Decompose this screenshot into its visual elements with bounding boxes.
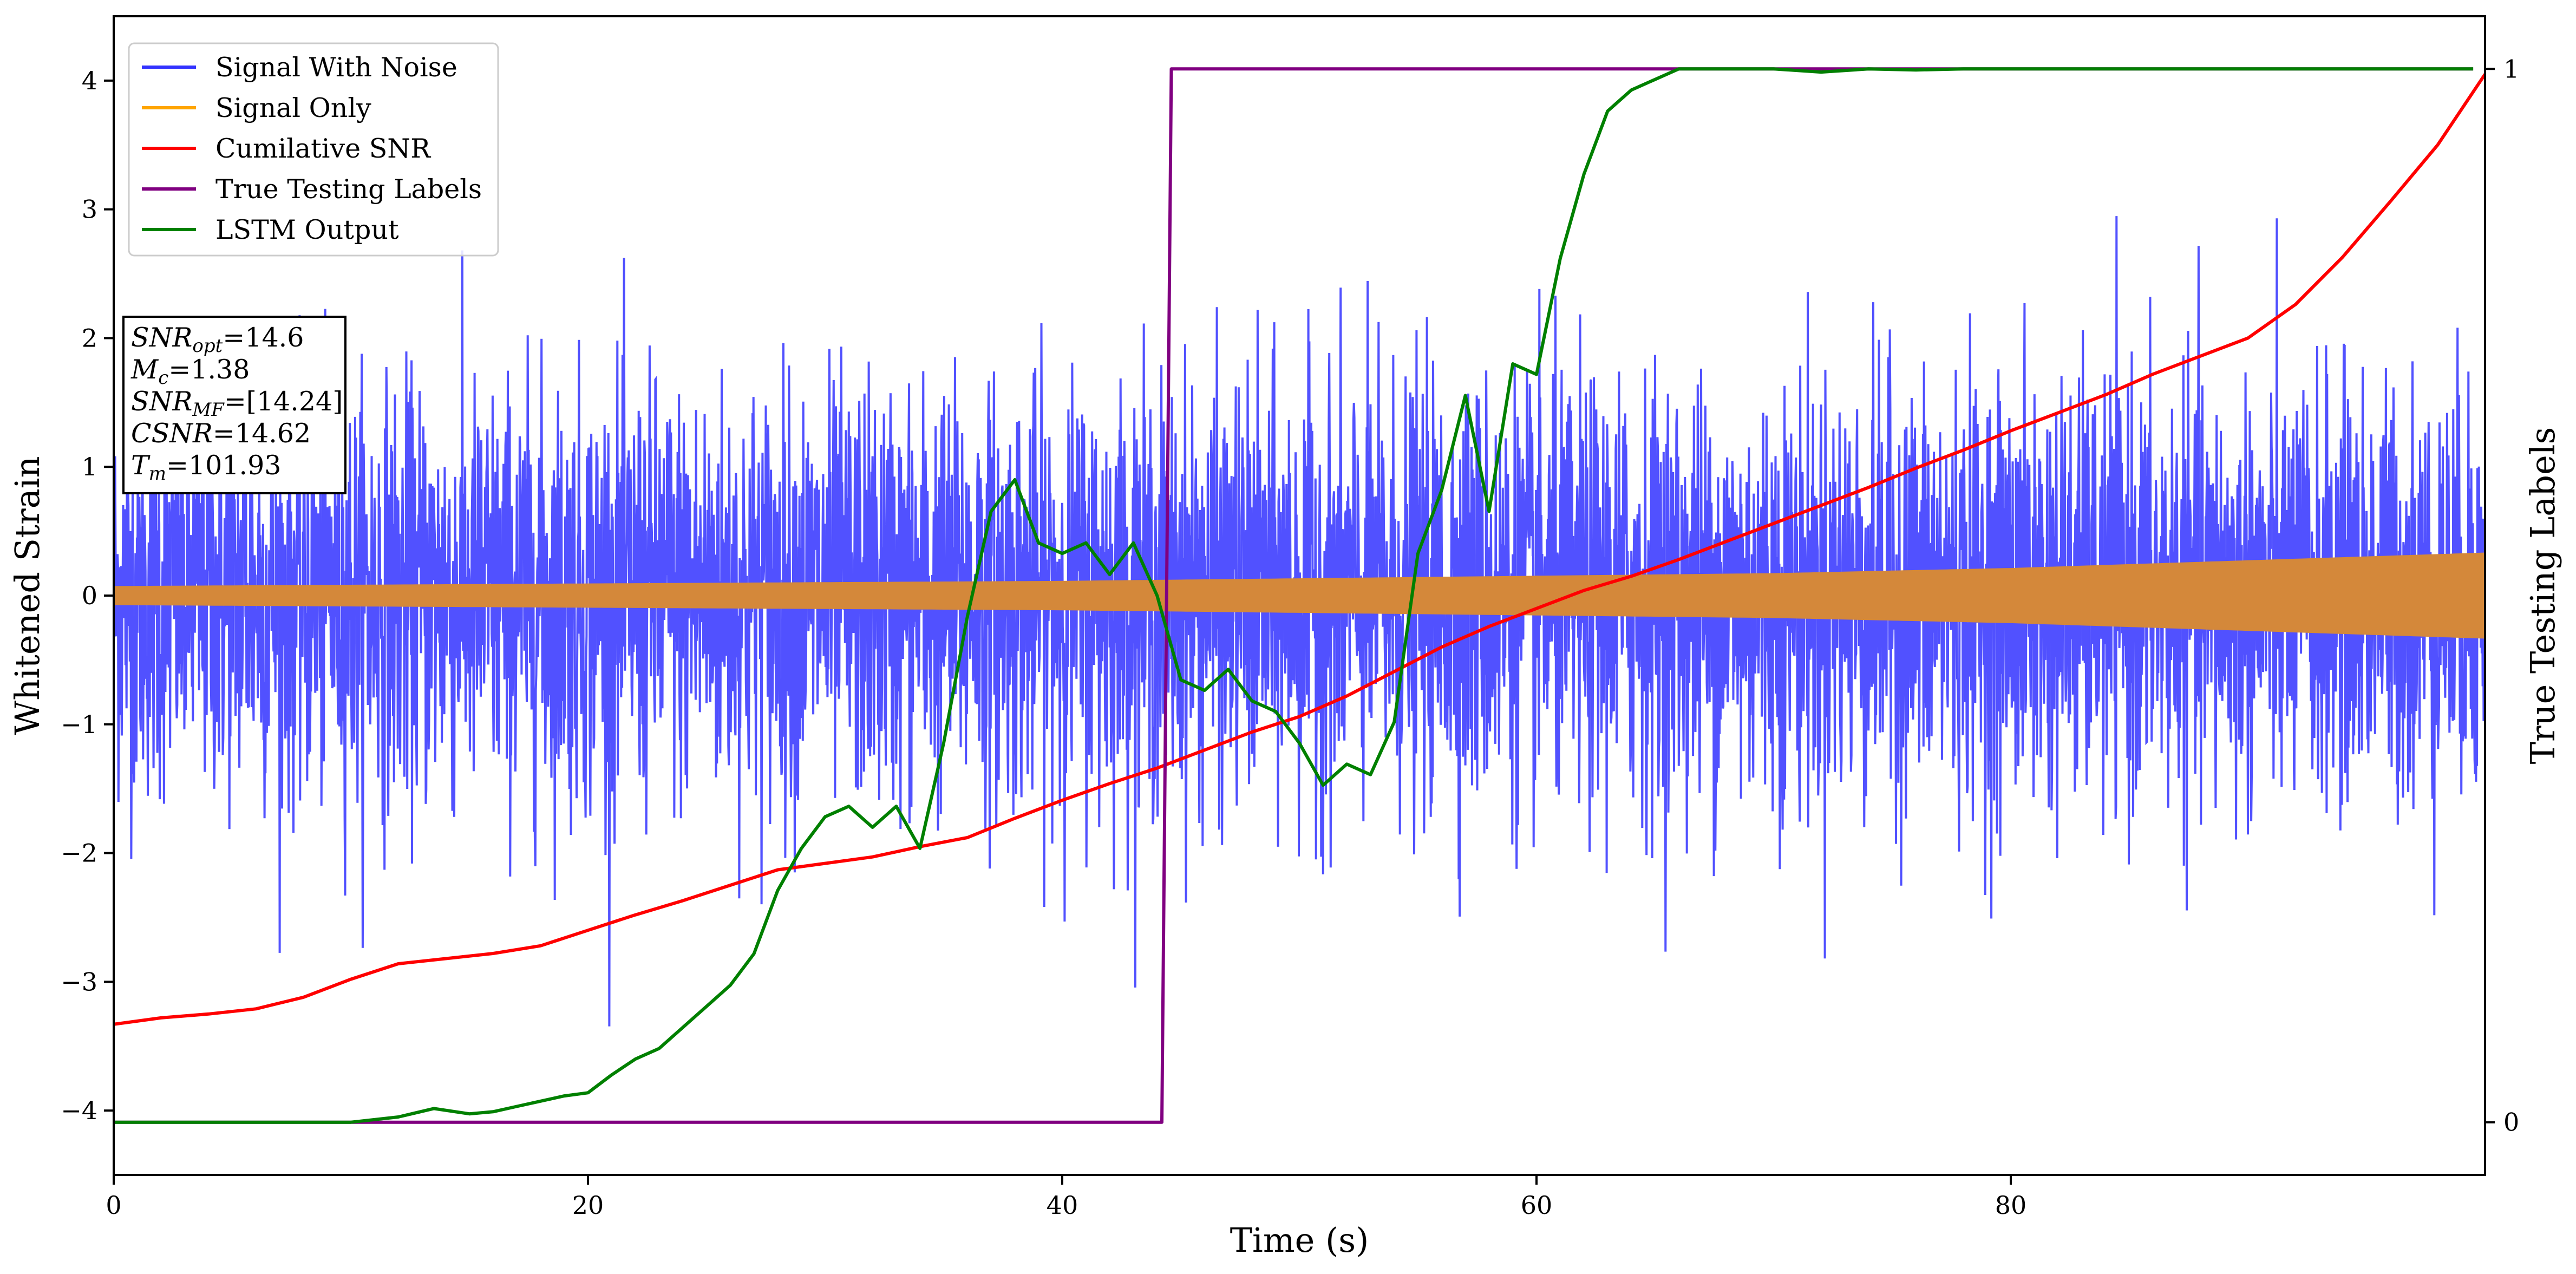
series-true-testing-labels bbox=[114, 67, 2474, 1124]
y-axis-right: 01 bbox=[2485, 54, 2519, 1137]
info-box-line: Tm=101.93 bbox=[131, 450, 281, 485]
y2-tick-label: 1 bbox=[2503, 54, 2519, 83]
y-tick-label: −4 bbox=[61, 1096, 97, 1125]
y-tick-label: 0 bbox=[82, 581, 97, 610]
y-tick-label: 4 bbox=[82, 66, 97, 95]
y-tick-label: −2 bbox=[61, 839, 97, 868]
x-axis: 0 20 40 60 80 bbox=[106, 1175, 2026, 1220]
legend-frame bbox=[128, 42, 499, 257]
y-tick-label: 1 bbox=[82, 452, 97, 481]
y-tick-label: −1 bbox=[61, 710, 97, 739]
info-box-line: Mc=1.38 bbox=[130, 354, 250, 389]
series-lstm-output bbox=[114, 67, 2474, 1124]
y2-tick-label: 0 bbox=[2503, 1108, 2519, 1137]
x-tick-label: 80 bbox=[1995, 1191, 2027, 1220]
legend: Signal With Noise Signal Only Cumilative S… bbox=[128, 42, 499, 257]
y-tick-label: 2 bbox=[82, 323, 97, 352]
x-tick-label: 60 bbox=[1521, 1191, 1553, 1220]
legend-label: Signal Only bbox=[215, 93, 371, 123]
info-box-line: CSNR=14.62 bbox=[131, 418, 311, 449]
y-axis-title: Whitened Strain bbox=[8, 456, 47, 735]
info-box-line: SNRMF=[14.24] bbox=[131, 386, 343, 421]
plot-area bbox=[114, 67, 2485, 1124]
y-axis-left: −4 −3 −2 −1 0 1 2 3 4 bbox=[61, 66, 114, 1125]
y-tick-label: −3 bbox=[61, 967, 97, 996]
y2-axis-title: True Testing Labels bbox=[2523, 427, 2562, 765]
info-box-line: SNRopt=14.6 bbox=[131, 322, 304, 357]
series-signal-only bbox=[114, 552, 2485, 639]
x-tick-label: 0 bbox=[106, 1191, 121, 1220]
series-cumilative-snr bbox=[114, 73, 2485, 1026]
legend-label: Signal With Noise bbox=[215, 52, 457, 83]
info-box-frame bbox=[122, 316, 346, 494]
x-tick-label: 20 bbox=[572, 1191, 604, 1220]
x-axis-title: Time (s) bbox=[1230, 1220, 1369, 1260]
x-tick-label: 40 bbox=[1047, 1191, 1078, 1220]
y-tick-label: 3 bbox=[82, 195, 97, 224]
legend-label: True Testing Labels bbox=[215, 174, 482, 205]
legend-label: Cumilative SNR bbox=[215, 133, 431, 164]
info-box: SNRopt=14.6Mc=1.38SNRMF=[14.24]CSNR=14.6… bbox=[122, 316, 346, 494]
legend-label: LSTM Output bbox=[215, 214, 399, 245]
